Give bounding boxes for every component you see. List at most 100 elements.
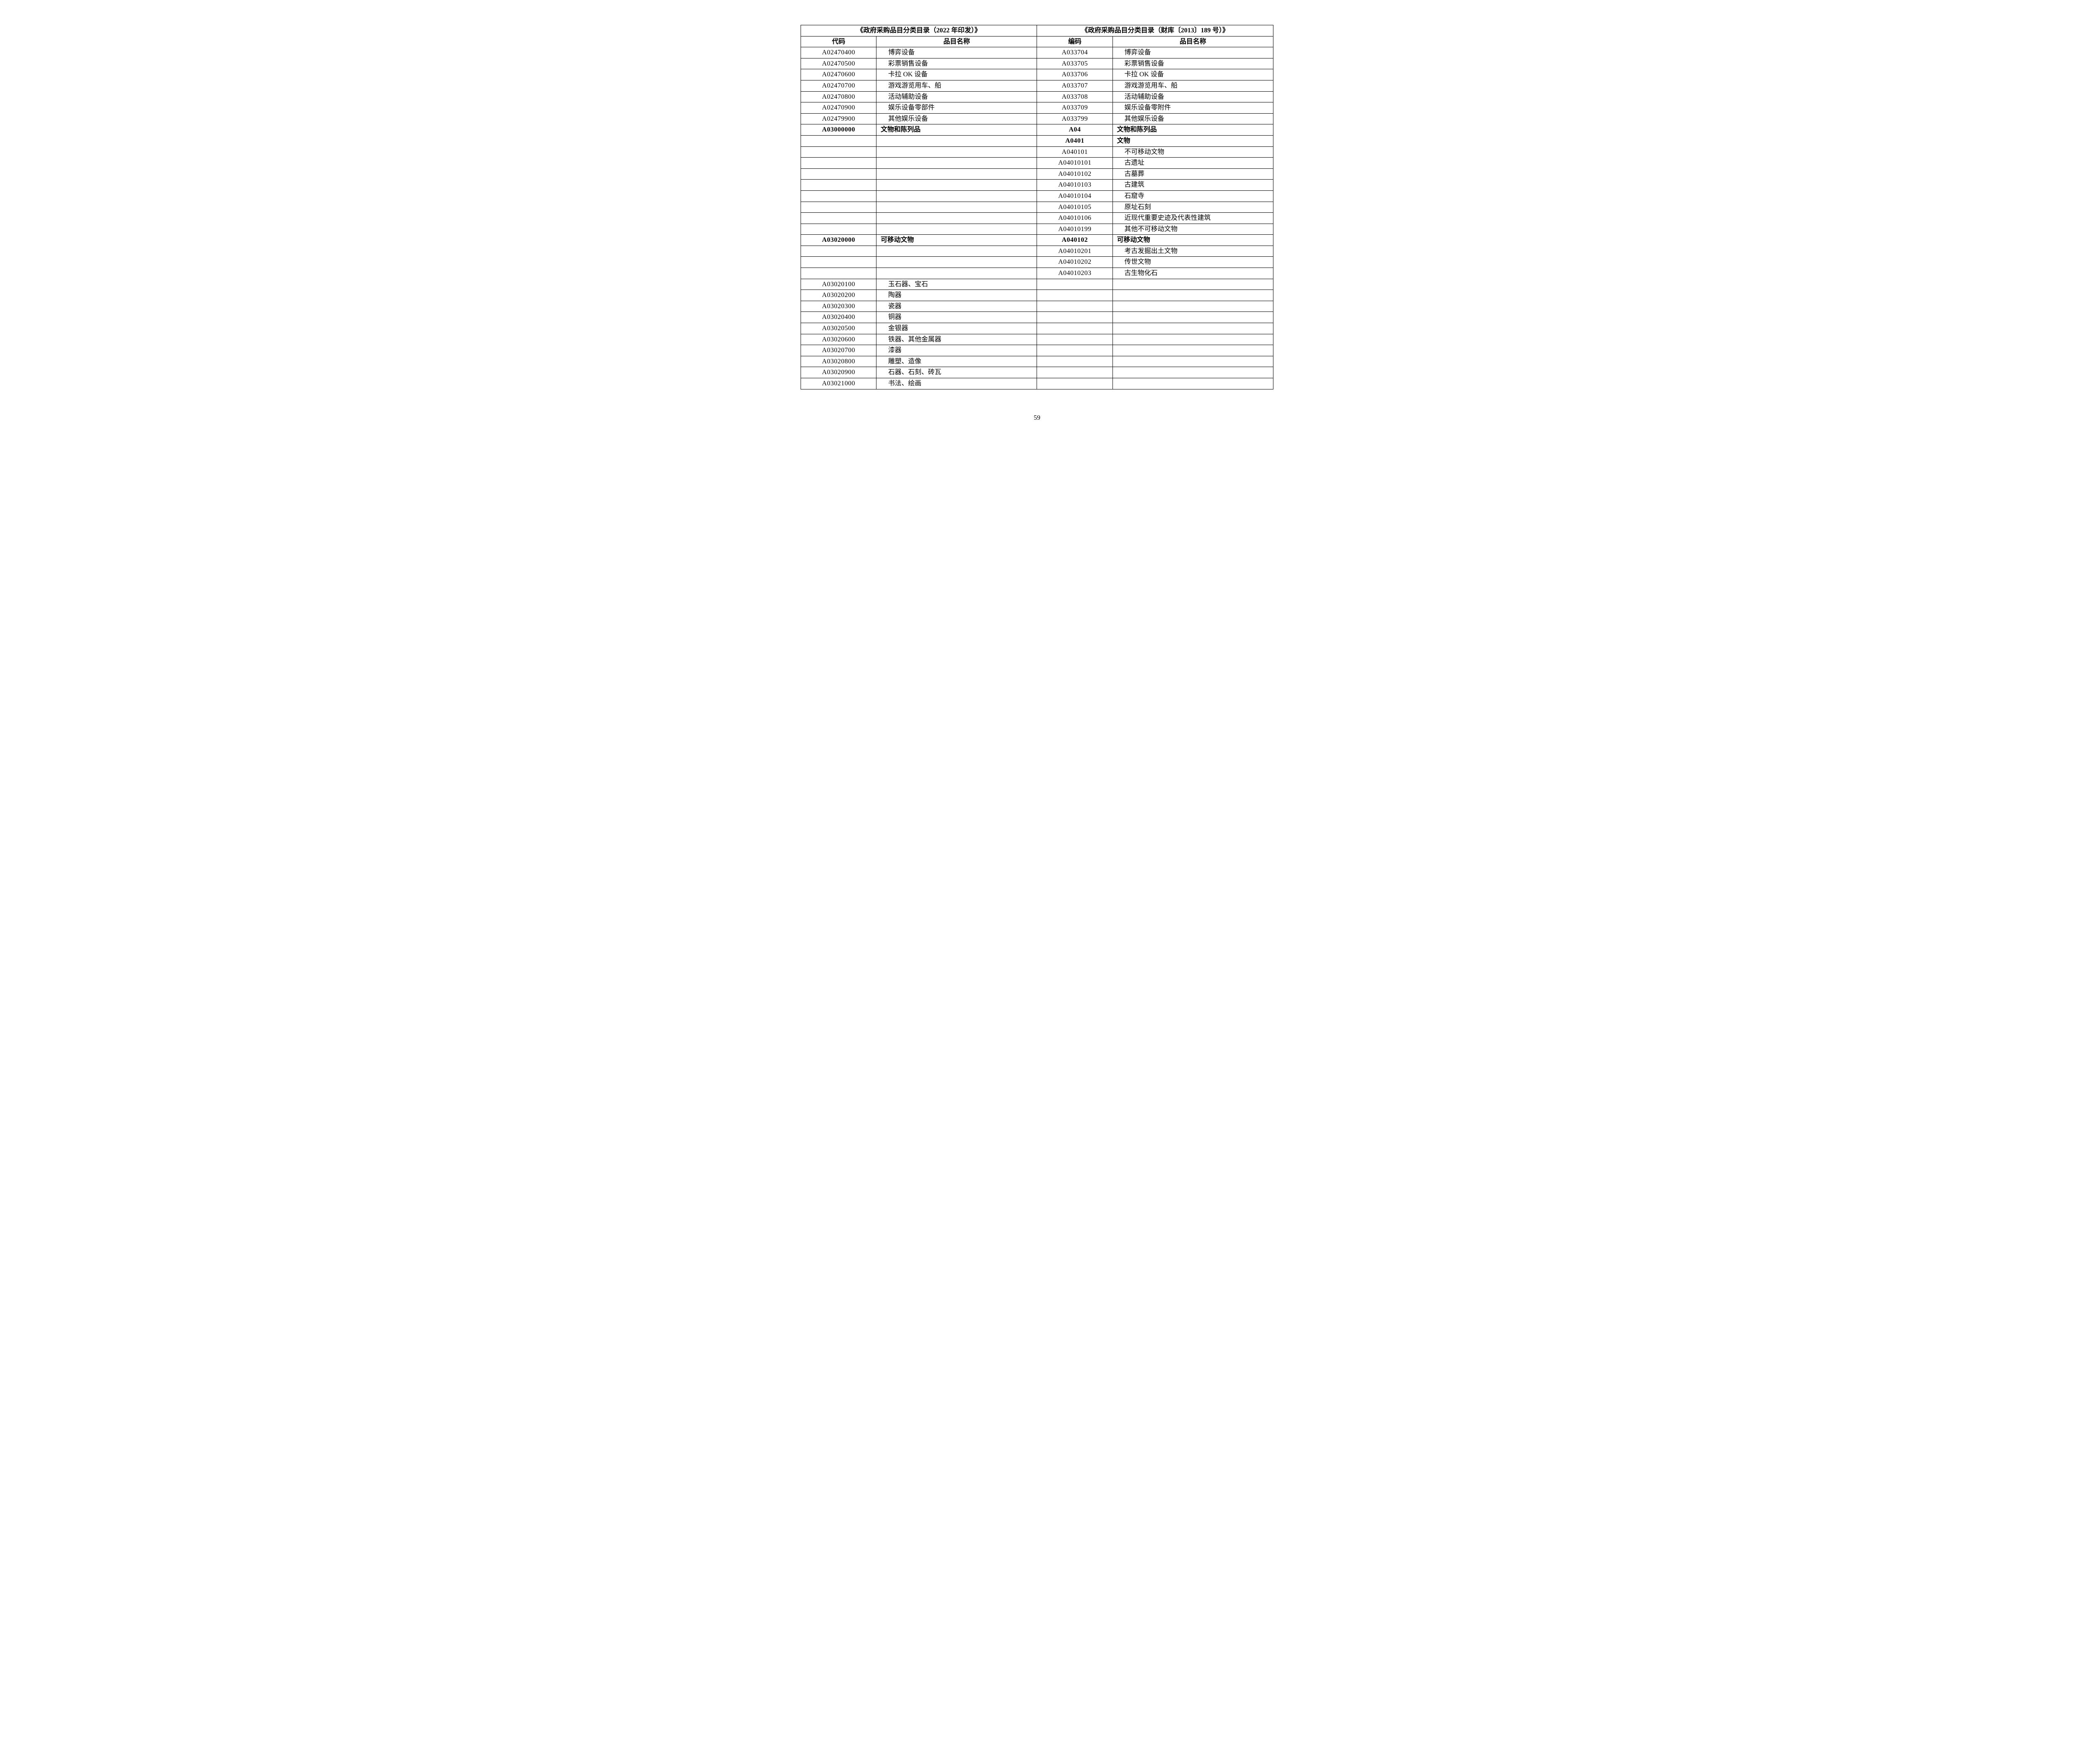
- cell-name-2013: 活动辅助设备: [1112, 91, 1273, 102]
- cell-code-2013: A04010105: [1037, 202, 1112, 213]
- col-header-code-2013: 编码: [1037, 36, 1112, 47]
- cell-code-2013: A04: [1037, 124, 1112, 136]
- table-row: A04010101古遗址: [801, 158, 1273, 169]
- cell-name-2022: 书法、绘画: [876, 378, 1037, 389]
- cell-code-2022: A02470500: [801, 58, 876, 69]
- cell-code-2022: A02470400: [801, 47, 876, 58]
- cell-code-2013: A04010201: [1037, 246, 1112, 257]
- table-row: A03021000书法、绘画: [801, 378, 1273, 389]
- col-header-code-2022: 代码: [801, 36, 876, 47]
- cell-name-2013: [1112, 323, 1273, 334]
- cell-name-2022: [876, 257, 1037, 268]
- cell-code-2022: [801, 168, 876, 180]
- cell-name-2022: 可移动文物: [876, 235, 1037, 246]
- cell-name-2022: [876, 168, 1037, 180]
- cell-code-2013: A033706: [1037, 69, 1112, 80]
- group-header-row: 《政府采购品目分类目录（2022 年印发）》 《政府采购品目分类目录（财库〔20…: [801, 25, 1273, 36]
- table-row: A03020700漆器: [801, 345, 1273, 356]
- cell-code-2022: A03020400: [801, 312, 876, 323]
- cell-code-2022: [801, 190, 876, 202]
- table-row: A04010203古生物化石: [801, 268, 1273, 279]
- cell-name-2022: [876, 268, 1037, 279]
- cell-name-2022: 博弈设备: [876, 47, 1037, 58]
- cell-name-2013: [1112, 367, 1273, 378]
- cell-code-2013: [1037, 312, 1112, 323]
- cell-name-2022: [876, 224, 1037, 235]
- cell-code-2013: [1037, 356, 1112, 367]
- cell-code-2022: A02470900: [801, 102, 876, 114]
- cell-name-2022: 彩票销售设备: [876, 58, 1037, 69]
- cell-name-2013: 文物: [1112, 135, 1273, 146]
- cell-name-2022: [876, 135, 1037, 146]
- cell-code-2013: A033708: [1037, 91, 1112, 102]
- table-row: A04010199其他不可移动文物: [801, 224, 1273, 235]
- cell-code-2013: [1037, 290, 1112, 301]
- cell-name-2013: 近现代重要史迹及代表性建筑: [1112, 213, 1273, 224]
- cell-name-2013: 可移动文物: [1112, 235, 1273, 246]
- table-row: A04010105原址石刻: [801, 202, 1273, 213]
- cell-code-2022: [801, 158, 876, 169]
- cell-name-2013: 石窟寺: [1112, 190, 1273, 202]
- cell-name-2022: [876, 146, 1037, 158]
- cell-code-2022: [801, 202, 876, 213]
- table-row: A03020000可移动文物A040102可移动文物: [801, 235, 1273, 246]
- cell-code-2013: A04010104: [1037, 190, 1112, 202]
- cell-name-2013: 其他娱乐设备: [1112, 113, 1273, 124]
- cell-code-2022: A03020800: [801, 356, 876, 367]
- cell-name-2013: 游戏游览用车、船: [1112, 80, 1273, 91]
- cell-code-2022: A03020500: [801, 323, 876, 334]
- cell-code-2013: A0401: [1037, 135, 1112, 146]
- cell-name-2013: 古墓葬: [1112, 168, 1273, 180]
- cell-name-2013: [1112, 301, 1273, 312]
- cell-name-2022: 游戏游览用车、船: [876, 80, 1037, 91]
- cell-name-2022: [876, 202, 1037, 213]
- cell-name-2022: 陶器: [876, 290, 1037, 301]
- table-row: A02470700游戏游览用车、船A033707游戏游览用车、船: [801, 80, 1273, 91]
- cell-name-2013: 卡拉 OK 设备: [1112, 69, 1273, 80]
- cell-name-2022: 漆器: [876, 345, 1037, 356]
- cell-code-2022: A03020200: [801, 290, 876, 301]
- table-row: A02470800活动辅助设备A033708活动辅助设备: [801, 91, 1273, 102]
- cell-code-2022: A03020900: [801, 367, 876, 378]
- cell-code-2022: A03020100: [801, 279, 876, 290]
- cell-name-2022: 卡拉 OK 设备: [876, 69, 1037, 80]
- cell-code-2022: A03020600: [801, 334, 876, 345]
- cell-code-2022: A02470700: [801, 80, 876, 91]
- cell-code-2013: A04010101: [1037, 158, 1112, 169]
- cell-code-2013: [1037, 367, 1112, 378]
- table-row: A03000000文物和陈列品A04文物和陈列品: [801, 124, 1273, 136]
- cell-code-2022: [801, 246, 876, 257]
- table-header: 《政府采购品目分类目录（2022 年印发）》 《政府采购品目分类目录（财库〔20…: [801, 25, 1273, 47]
- cell-code-2013: [1037, 279, 1112, 290]
- cell-code-2022: A03020700: [801, 345, 876, 356]
- cell-name-2013: [1112, 312, 1273, 323]
- cell-code-2013: A040102: [1037, 235, 1112, 246]
- table-row: A04010106近现代重要史迹及代表性建筑: [801, 213, 1273, 224]
- cell-code-2013: A033705: [1037, 58, 1112, 69]
- cell-name-2013: 博弈设备: [1112, 47, 1273, 58]
- cell-name-2022: 石器、石刻、砖瓦: [876, 367, 1037, 378]
- cell-code-2013: A04010202: [1037, 257, 1112, 268]
- cell-code-2013: [1037, 334, 1112, 345]
- cell-code-2022: A02470600: [801, 69, 876, 80]
- cell-name-2013: [1112, 334, 1273, 345]
- cell-code-2022: [801, 257, 876, 268]
- table-row: A03020800雕塑、造像: [801, 356, 1273, 367]
- cell-name-2022: 金银器: [876, 323, 1037, 334]
- cell-name-2022: [876, 158, 1037, 169]
- col-header-name-2013: 品目名称: [1112, 36, 1273, 47]
- table-row: A03020500金银器: [801, 323, 1273, 334]
- table-row: A04010104石窟寺: [801, 190, 1273, 202]
- group-header-2013: 《政府采购品目分类目录（财库〔2013〕189 号）》: [1037, 25, 1273, 36]
- cell-name-2013: 古遗址: [1112, 158, 1273, 169]
- table-row: A04010102古墓葬: [801, 168, 1273, 180]
- cell-name-2013: 传世文物: [1112, 257, 1273, 268]
- cell-code-2013: [1037, 345, 1112, 356]
- cell-name-2013: 古生物化石: [1112, 268, 1273, 279]
- cell-code-2022: A02479900: [801, 113, 876, 124]
- cell-code-2013: A033799: [1037, 113, 1112, 124]
- table-body: A02470400博弈设备A033704博弈设备A02470500彩票销售设备A…: [801, 47, 1273, 389]
- cell-name-2022: [876, 246, 1037, 257]
- table-row: A02479900其他娱乐设备A033799其他娱乐设备: [801, 113, 1273, 124]
- cell-code-2022: [801, 146, 876, 158]
